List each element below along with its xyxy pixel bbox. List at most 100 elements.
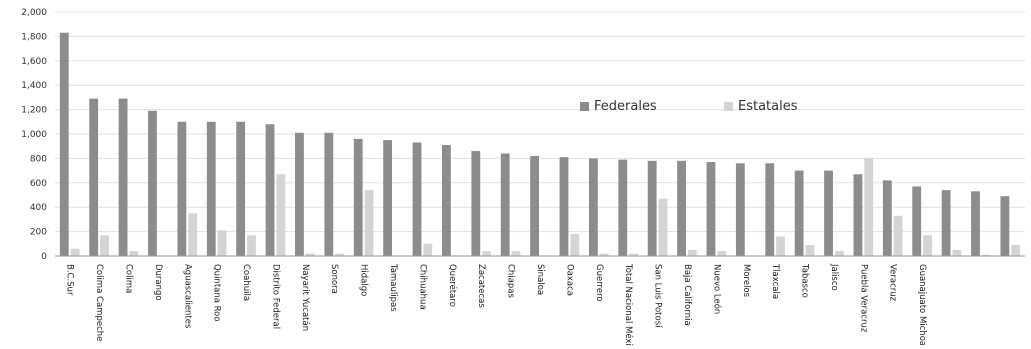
bar-federales-3 (148, 110, 157, 256)
y-tick-label: 1,200 (21, 106, 47, 116)
x-category-label: Coahuila (241, 264, 251, 301)
x-category-label: Puebla Veracruz (858, 264, 868, 333)
bar-estatales-9 (335, 253, 345, 256)
x-category-label: Quintana Roo (212, 264, 222, 322)
x-category-label: Baja California (682, 264, 692, 326)
x-category-label: Jalisco (829, 263, 839, 291)
bar-federales-9 (324, 132, 334, 256)
bar-estatales-6 (247, 235, 256, 256)
y-tick-label: 1,000 (21, 130, 47, 140)
bar-estatales-0 (70, 248, 80, 256)
x-category-label: B.C.Sur (65, 264, 75, 296)
bar-federales-27 (853, 174, 863, 256)
bar-federales-5 (206, 121, 216, 256)
bar-federales-19 (618, 159, 628, 256)
y-tick-label: 0 (41, 252, 47, 262)
x-category-label: Nuevo León (711, 264, 722, 314)
bar-estatales-2 (129, 251, 139, 256)
y-tick-label: 400 (30, 203, 47, 213)
x-category-label: Oaxaca (564, 264, 574, 296)
bar-federales-7 (265, 124, 275, 257)
bar-estatales-14 (482, 251, 492, 256)
bar-federales-22 (706, 162, 716, 256)
bar-estatales-26 (834, 251, 844, 256)
bar-estatales-17 (570, 234, 580, 256)
y-tick-label: 200 (30, 228, 47, 238)
x-category-label: Veracruz (888, 264, 898, 302)
x-category-label: Guerrero (594, 264, 604, 302)
y-tick-label: 1,600 (21, 57, 47, 67)
bar-estatales-5 (217, 230, 227, 256)
bar-federales-2 (118, 98, 128, 257)
bar-federales-1 (89, 98, 99, 257)
bar-estatales-22 (717, 251, 727, 256)
bar-estatales-20 (658, 198, 668, 256)
legend: Federales Estatales (580, 99, 798, 114)
x-category-label: San Luis Potosí (653, 264, 663, 328)
x-category-label: Aguascalientes (182, 264, 192, 329)
x-category-label: Distrito Federal (270, 264, 280, 329)
x-category-label: Durango (153, 264, 163, 301)
legend-label-federales: Federales (594, 99, 657, 114)
x-category-label: Zacatecas (476, 264, 486, 308)
bar-federales-32 (1000, 196, 1010, 256)
x-category-label: Guanajuato Michoacán (917, 264, 927, 345)
bar-federales-20 (647, 160, 657, 256)
bar-federales-23 (735, 163, 745, 256)
bar-estatales-18 (599, 253, 609, 256)
bar-federales-29 (912, 186, 922, 256)
bar-estatales-32 (1011, 245, 1021, 256)
bar-estatales-30 (952, 249, 962, 256)
x-category-label: Morelos (741, 264, 751, 298)
x-category-label: Querétaro (447, 264, 458, 307)
bar-estatales-12 (423, 243, 433, 256)
legend-swatch-federales (580, 102, 589, 111)
y-axis-ticks: 0 200 400 600 800 1,000 1,200 1,400 1,600 1,800 2,… (21, 8, 47, 262)
bar-estatales-1 (100, 235, 109, 256)
gridlines (55, 11, 1025, 233)
bar-federales-14 (471, 151, 481, 256)
x-category-label: Sonora (329, 264, 339, 294)
x-category-label: Sinaloa (535, 264, 545, 295)
y-tick-label: 600 (30, 179, 47, 189)
bar-federales-15 (500, 153, 510, 256)
bar-federales-30 (941, 190, 951, 256)
bar-estatales-15 (511, 251, 521, 256)
bar-federales-6 (236, 121, 246, 256)
bar-estatales-4 (188, 213, 198, 256)
x-category-label: Hidalgo (359, 264, 369, 296)
bar-estatales-31 (981, 254, 991, 256)
bar-federales-26 (824, 170, 833, 256)
bar-federales-4 (177, 121, 187, 256)
x-category-label: Chiapas (506, 264, 516, 298)
bar-estatales-24 (776, 236, 785, 256)
bar-federales-17 (559, 157, 569, 256)
bar-federales-8 (295, 132, 304, 256)
x-category-label: Tlaxcala (770, 263, 780, 299)
bars (59, 32, 1021, 257)
bar-estatales-8 (305, 253, 315, 256)
y-tick-label: 1,800 (21, 32, 47, 42)
legend-swatch-estatales (724, 102, 733, 111)
x-category-label: Tamaulipas (388, 263, 398, 312)
bar-federales-28 (882, 180, 892, 256)
x-category-label: Total Nacional México (623, 263, 634, 345)
bar-federales-11 (383, 140, 393, 256)
bar-federales-10 (353, 138, 363, 256)
y-tick-label: 2,000 (21, 8, 47, 18)
x-category-label: Nayarit Yucatán (300, 264, 310, 331)
bar-estatales-27 (864, 158, 874, 256)
bar-federales-0 (59, 32, 69, 256)
bar-estatales-19 (629, 253, 638, 256)
bar-federales-12 (412, 142, 422, 256)
bar-federales-25 (794, 170, 804, 256)
y-tick-label: 1,400 (21, 81, 47, 91)
bar-estatales-29 (923, 235, 932, 256)
bar-estatales-7 (276, 174, 286, 256)
bar-estatales-25 (805, 245, 815, 256)
legend-label-estatales: Estatales (738, 99, 798, 114)
bar-federales-18 (588, 158, 598, 256)
x-category-label: Colima (123, 264, 133, 293)
x-category-label: Tabasco (800, 263, 810, 298)
